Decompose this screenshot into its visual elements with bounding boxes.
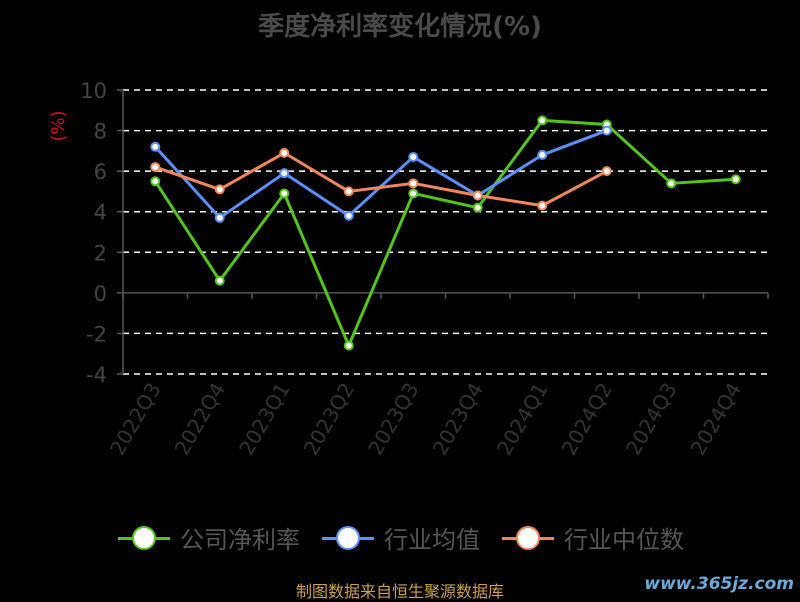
legend-item-company[interactable]: 公司净利率: [118, 520, 300, 555]
data-point: [730, 174, 741, 185]
data-point: [537, 200, 548, 211]
series-line: [153, 118, 736, 348]
legend-item-industry-median[interactable]: 行业中位数: [502, 520, 684, 555]
data-point: [666, 178, 677, 189]
data-point: [343, 340, 354, 351]
legend-item-industry-mean[interactable]: 行业均值: [322, 520, 480, 555]
x-tick-label: 2024Q3: [621, 379, 681, 460]
x-tick-label: 2024Q1: [492, 379, 552, 460]
y-tick-label: 6: [94, 160, 107, 184]
x-tick-label: 2023Q3: [363, 379, 423, 460]
y-tick-label: 10: [80, 79, 107, 103]
data-point: [601, 166, 612, 177]
data-point: [279, 147, 290, 158]
x-tick-label: 2023Q1: [234, 379, 294, 460]
data-point: [279, 168, 290, 179]
data-point: [472, 190, 483, 201]
y-tick-label: 2: [94, 241, 107, 265]
legend-label-company: 公司净利率: [180, 526, 300, 554]
legend-label-industry-mean: 行业均值: [384, 526, 480, 554]
y-tick-label: 4: [94, 201, 107, 225]
x-tick-label: 2022Q3: [105, 379, 165, 460]
data-point: [150, 141, 161, 152]
legend-swatch-industry-median: [502, 525, 554, 550]
y-axis-title: (%): [48, 110, 69, 141]
data-point: [214, 184, 225, 195]
data-point: [150, 162, 161, 173]
data-point: [343, 210, 354, 221]
data-point: [408, 151, 419, 162]
chart-title: 季度净利率变化情况(%): [258, 12, 542, 42]
x-tick-label: 2024Q4: [686, 379, 746, 460]
data-point: [343, 186, 354, 197]
data-point: [214, 212, 225, 223]
x-tick-label: 2024Q2: [557, 379, 617, 460]
x-tick-label: 2023Q2: [299, 379, 359, 460]
data-point: [472, 202, 483, 213]
series-line: [154, 151, 608, 208]
data-point: [150, 176, 161, 187]
x-tick-label: 2022Q4: [170, 379, 230, 460]
y-tick-label: 0: [94, 282, 107, 306]
data-point: [537, 115, 548, 126]
legend-label-industry-median: 行业中位数: [564, 526, 684, 554]
data-point: [279, 188, 290, 199]
legend-swatch-industry-mean: [322, 525, 374, 550]
data-point: [537, 149, 548, 160]
y-tick-label: -4: [86, 363, 107, 387]
data-point: [408, 188, 419, 199]
legend: 公司净利率 行业均值 行业中位数: [118, 520, 684, 555]
data-point: [214, 275, 225, 286]
x-tick-label: 2023Q4: [428, 379, 488, 460]
legend-swatch-company: [118, 525, 170, 550]
source-note: 制图数据来自恒生聚源数据库: [295, 582, 504, 601]
y-tick-label: 8: [94, 120, 107, 144]
data-point: [601, 125, 612, 136]
data-point: [408, 178, 419, 189]
y-tick-label: -2: [86, 322, 107, 346]
watermark: www.365jz.com: [644, 574, 794, 594]
